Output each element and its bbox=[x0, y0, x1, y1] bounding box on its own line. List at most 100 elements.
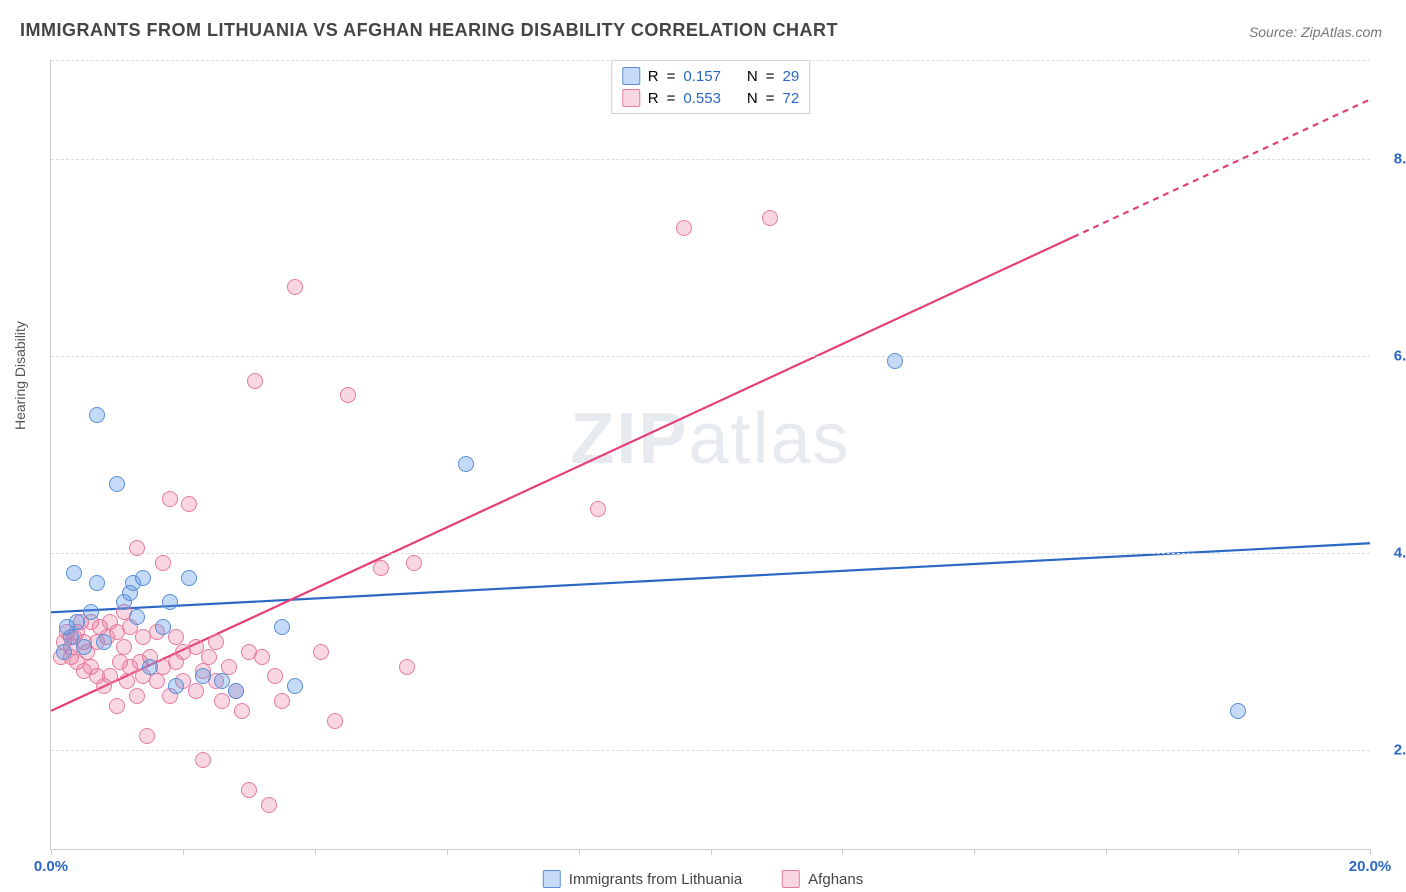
xtick-mark bbox=[711, 849, 712, 855]
xtick-mark bbox=[447, 849, 448, 855]
scatter-point-series1 bbox=[195, 668, 211, 684]
scatter-point-series2 bbox=[241, 782, 257, 798]
chart-title: IMMIGRANTS FROM LITHUANIA VS AFGHAN HEAR… bbox=[20, 20, 838, 41]
scatter-point-series2 bbox=[162, 491, 178, 507]
scatter-point-series2 bbox=[676, 220, 692, 236]
xtick-mark bbox=[1106, 849, 1107, 855]
scatter-point-series1 bbox=[162, 594, 178, 610]
xtick-mark bbox=[51, 849, 52, 855]
scatter-point-series2 bbox=[119, 673, 135, 689]
eq-label: = bbox=[766, 90, 775, 107]
gridline-h bbox=[51, 750, 1370, 751]
scatter-point-series2 bbox=[129, 688, 145, 704]
n-value-series2: 72 bbox=[783, 90, 800, 107]
scatter-point-series2 bbox=[254, 649, 270, 665]
legend-label-series1: Immigrants from Lithuania bbox=[569, 871, 742, 888]
stats-legend: R = 0.157 N = 29 R = 0.553 N = 72 bbox=[611, 60, 810, 114]
gridline-h bbox=[51, 60, 1370, 61]
scatter-point-series2 bbox=[181, 496, 197, 512]
scatter-point-series1 bbox=[1230, 703, 1246, 719]
scatter-point-series1 bbox=[135, 570, 151, 586]
scatter-point-series2 bbox=[590, 501, 606, 517]
xtick-mark bbox=[183, 849, 184, 855]
scatter-point-series1 bbox=[56, 644, 72, 660]
scatter-point-series1 bbox=[181, 570, 197, 586]
scatter-point-series2 bbox=[201, 649, 217, 665]
scatter-point-series2 bbox=[234, 703, 250, 719]
swatch-series1-icon bbox=[543, 870, 561, 888]
trend-lines bbox=[51, 60, 1370, 849]
scatter-point-series2 bbox=[155, 555, 171, 571]
scatter-point-series1 bbox=[89, 575, 105, 591]
scatter-point-series1 bbox=[458, 456, 474, 472]
scatter-point-series1 bbox=[129, 609, 145, 625]
scatter-point-series1 bbox=[168, 678, 184, 694]
scatter-point-series2 bbox=[221, 659, 237, 675]
scatter-point-series2 bbox=[406, 555, 422, 571]
r-label: R bbox=[648, 90, 659, 107]
ytick-label: 8.0% bbox=[1394, 150, 1406, 167]
r-label: R bbox=[648, 68, 659, 85]
xtick-mark bbox=[315, 849, 316, 855]
chart-plot-area: ZIPatlas R = 0.157 N = 29 R = 0.553 N = … bbox=[50, 60, 1370, 850]
scatter-point-series1 bbox=[887, 353, 903, 369]
n-value-series1: 29 bbox=[783, 68, 800, 85]
stats-row-series1: R = 0.157 N = 29 bbox=[622, 65, 799, 87]
scatter-point-series2 bbox=[195, 752, 211, 768]
swatch-series2-icon bbox=[782, 870, 800, 888]
swatch-series1-icon bbox=[622, 67, 640, 85]
r-value-series1: 0.157 bbox=[683, 68, 721, 85]
xtick-mark bbox=[1370, 849, 1371, 855]
watermark-bold: ZIP bbox=[570, 399, 688, 479]
scatter-point-series2 bbox=[109, 698, 125, 714]
scatter-point-series1 bbox=[228, 683, 244, 699]
scatter-point-series2 bbox=[116, 639, 132, 655]
watermark-light: atlas bbox=[688, 399, 850, 479]
scatter-point-series1 bbox=[287, 678, 303, 694]
scatter-point-series2 bbox=[327, 713, 343, 729]
scatter-point-series1 bbox=[89, 407, 105, 423]
scatter-point-series1 bbox=[142, 659, 158, 675]
eq-label: = bbox=[766, 68, 775, 85]
stats-row-series2: R = 0.553 N = 72 bbox=[622, 87, 799, 109]
scatter-point-series2 bbox=[762, 210, 778, 226]
scatter-point-series2 bbox=[340, 387, 356, 403]
scatter-point-series2 bbox=[274, 693, 290, 709]
y-axis-label: Hearing Disability bbox=[12, 321, 28, 430]
watermark: ZIPatlas bbox=[570, 398, 850, 480]
scatter-point-series1 bbox=[274, 619, 290, 635]
source-label: Source: ZipAtlas.com bbox=[1249, 24, 1382, 40]
scatter-point-series2 bbox=[267, 668, 283, 684]
scatter-point-series2 bbox=[168, 629, 184, 645]
eq-label: = bbox=[667, 90, 676, 107]
xtick-label: 0.0% bbox=[34, 858, 68, 875]
legend-label-series2: Afghans bbox=[808, 871, 863, 888]
scatter-point-series2 bbox=[102, 668, 118, 684]
ytick-label: 6.0% bbox=[1394, 347, 1406, 364]
scatter-point-series1 bbox=[83, 604, 99, 620]
ytick-label: 2.0% bbox=[1394, 742, 1406, 759]
scatter-point-series1 bbox=[76, 639, 92, 655]
xtick-label: 20.0% bbox=[1349, 858, 1392, 875]
legend-item-series1: Immigrants from Lithuania bbox=[543, 870, 742, 888]
scatter-point-series2 bbox=[208, 634, 224, 650]
scatter-point-series2 bbox=[188, 683, 204, 699]
scatter-point-series2 bbox=[139, 728, 155, 744]
scatter-point-series2 bbox=[261, 797, 277, 813]
scatter-point-series2 bbox=[149, 673, 165, 689]
n-label: N bbox=[747, 68, 758, 85]
legend-item-series2: Afghans bbox=[782, 870, 863, 888]
scatter-point-series2 bbox=[287, 279, 303, 295]
scatter-point-series2 bbox=[399, 659, 415, 675]
gridline-h bbox=[51, 553, 1370, 554]
gridline-h bbox=[51, 356, 1370, 357]
ytick-label: 4.0% bbox=[1394, 545, 1406, 562]
scatter-point-series2 bbox=[373, 560, 389, 576]
xtick-mark bbox=[974, 849, 975, 855]
scatter-point-series2 bbox=[129, 540, 145, 556]
r-value-series2: 0.553 bbox=[683, 90, 721, 107]
eq-label: = bbox=[667, 68, 676, 85]
scatter-point-series1 bbox=[155, 619, 171, 635]
scatter-point-series1 bbox=[66, 565, 82, 581]
scatter-point-series1 bbox=[59, 619, 75, 635]
